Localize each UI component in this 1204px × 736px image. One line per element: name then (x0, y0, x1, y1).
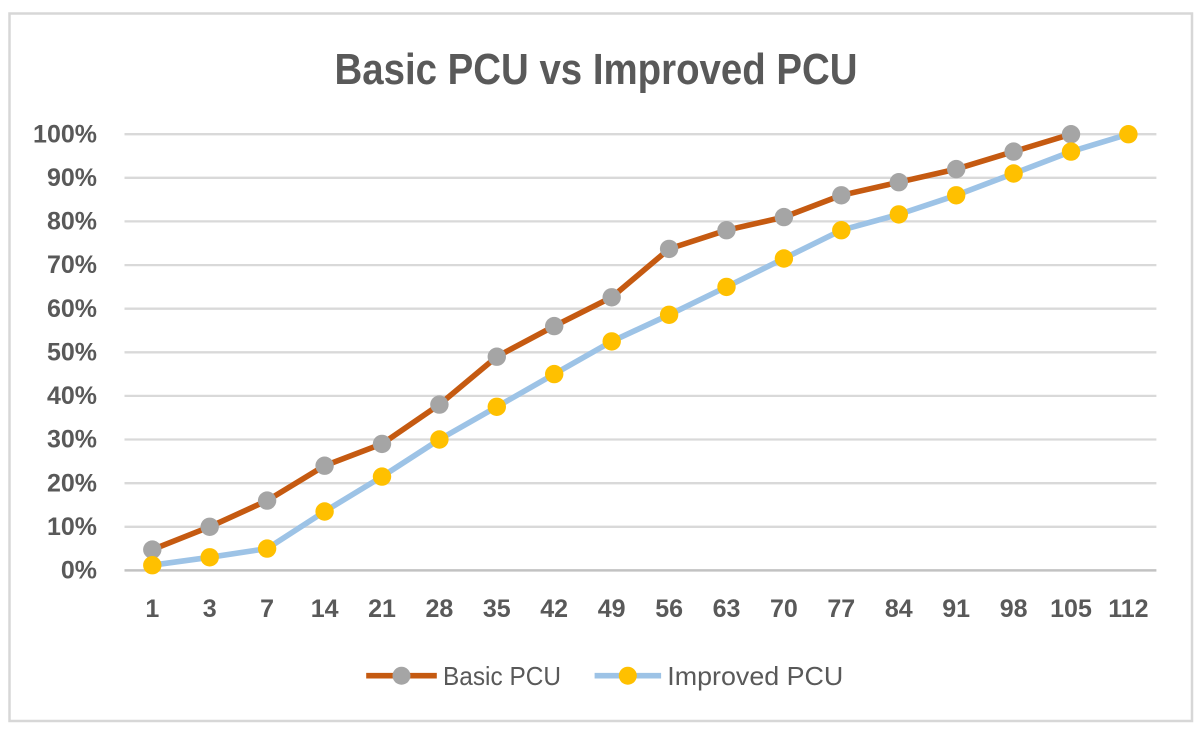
svg-text:30%: 30% (47, 426, 97, 454)
svg-text:35: 35 (483, 595, 511, 623)
svg-text:70: 70 (770, 595, 798, 623)
svg-text:7: 7 (260, 595, 274, 623)
svg-text:80%: 80% (47, 208, 97, 236)
svg-text:3: 3 (203, 595, 217, 623)
svg-text:100%: 100% (33, 120, 97, 148)
svg-text:1: 1 (145, 595, 159, 623)
svg-text:20%: 20% (47, 469, 97, 497)
svg-text:Basic PCU vs Improved PCU: Basic PCU vs Improved PCU (335, 45, 858, 94)
svg-text:112: 112 (1108, 595, 1148, 623)
svg-text:98: 98 (1000, 595, 1028, 623)
svg-text:28: 28 (425, 595, 453, 623)
svg-text:60%: 60% (47, 295, 97, 323)
svg-text:21: 21 (368, 595, 396, 623)
svg-text:Basic PCU: Basic PCU (443, 661, 561, 691)
svg-text:77: 77 (827, 595, 855, 623)
svg-text:70%: 70% (47, 251, 97, 279)
svg-text:Improved PCU: Improved PCU (667, 661, 843, 691)
svg-text:40%: 40% (47, 382, 97, 410)
svg-text:50%: 50% (47, 338, 97, 366)
svg-text:42: 42 (540, 595, 568, 623)
svg-text:56: 56 (655, 595, 683, 623)
svg-text:90%: 90% (47, 164, 97, 192)
svg-text:105: 105 (1050, 595, 1092, 623)
svg-text:84: 84 (885, 595, 913, 623)
svg-text:0%: 0% (61, 557, 97, 585)
svg-text:49: 49 (598, 595, 626, 623)
svg-text:10%: 10% (47, 513, 97, 541)
svg-text:63: 63 (713, 595, 741, 623)
svg-text:91: 91 (942, 595, 970, 623)
svg-text:14: 14 (311, 595, 339, 623)
